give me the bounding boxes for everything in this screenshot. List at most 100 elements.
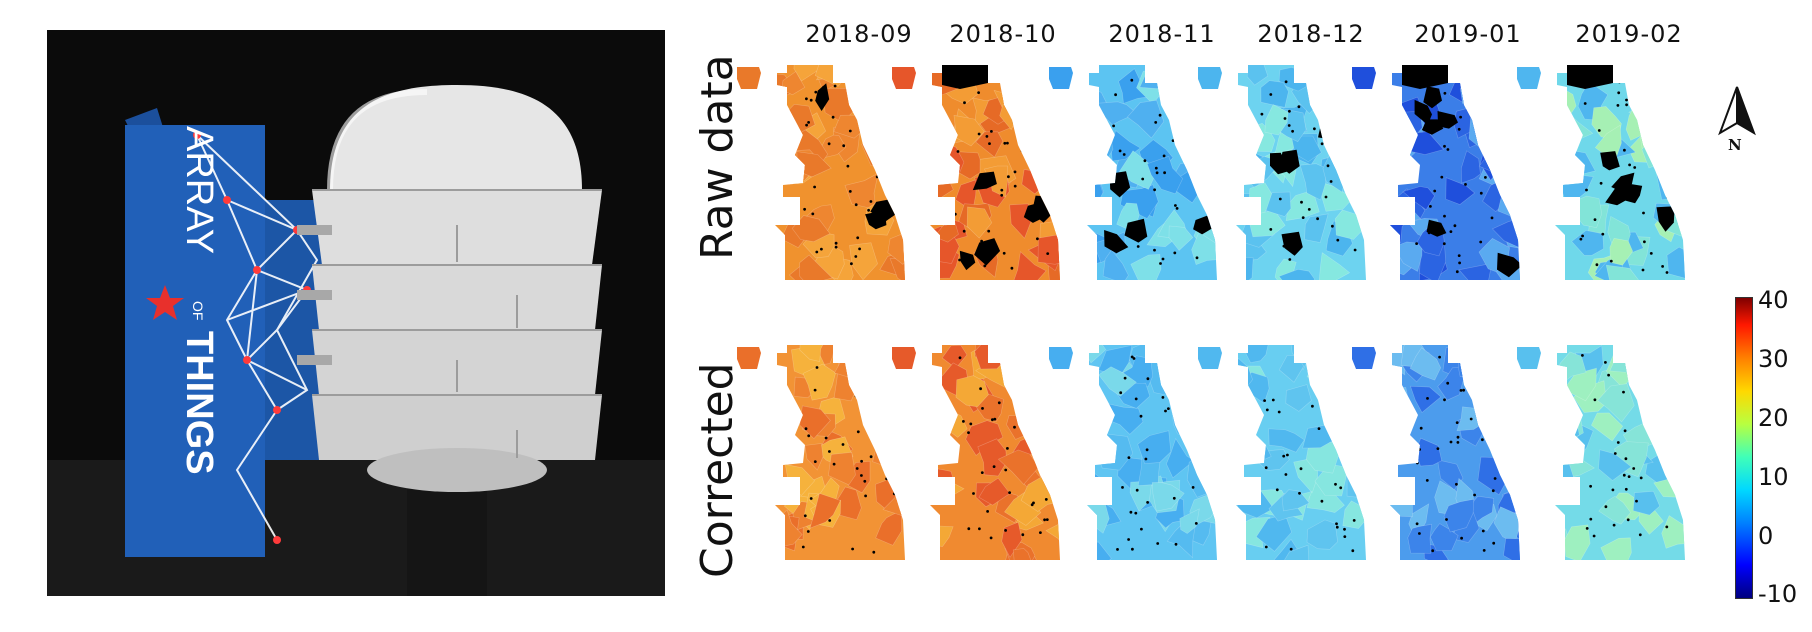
sensor-dot — [1119, 391, 1123, 395]
sensor-dot — [1009, 101, 1013, 104]
sensor-dot — [1415, 461, 1419, 465]
sensor-dot — [1490, 216, 1494, 220]
sensor-dot — [1324, 195, 1328, 199]
sensor-dot — [1303, 75, 1307, 79]
sensor-dot — [1455, 270, 1459, 274]
sensor-dot — [1661, 265, 1664, 268]
sensor-dot — [1415, 522, 1419, 526]
map-cell — [1304, 213, 1329, 243]
sensor-dot — [1597, 129, 1601, 132]
sensor-dot — [1284, 473, 1288, 476]
sensor-dot — [1462, 388, 1465, 392]
sensor-dot — [821, 86, 825, 90]
map-cell — [1306, 361, 1341, 390]
sensor-dot — [1036, 237, 1039, 241]
sensor-dot — [1656, 398, 1659, 401]
sensor-dot — [1022, 85, 1026, 89]
map-cell — [1012, 345, 1041, 367]
map-cell — [1390, 386, 1410, 418]
sensor-dot — [854, 203, 858, 207]
map-cell — [1260, 80, 1289, 108]
sensor-dot — [1154, 166, 1158, 170]
sensor-dot — [1164, 409, 1167, 413]
sensor-dot — [1473, 493, 1476, 497]
missing-data-cell — [1318, 120, 1345, 140]
missing-data-cell — [1270, 152, 1291, 175]
sensor-dot — [1011, 381, 1015, 384]
missing-data-cell — [972, 171, 997, 191]
sensor-dot — [1288, 258, 1292, 261]
sensor-dot — [1191, 486, 1195, 489]
map-cell — [871, 68, 896, 95]
map-cell — [1489, 416, 1519, 445]
sensor-dot — [1134, 511, 1138, 515]
sensor-dot — [824, 436, 828, 440]
map-cell — [978, 477, 1011, 506]
sensor-dot — [1021, 533, 1025, 537]
sensor-dot — [1030, 381, 1034, 385]
sensor-dot — [1186, 156, 1189, 159]
map-cell — [1666, 246, 1685, 280]
sensor-dot — [962, 229, 966, 233]
map-cell — [1460, 69, 1488, 105]
sensor-dot — [1032, 501, 1035, 505]
sensor-dot — [1283, 117, 1287, 120]
sensor-dot — [846, 164, 850, 168]
map-cell — [1264, 104, 1289, 136]
sensor-dot — [1604, 361, 1607, 364]
sensor-dot — [1633, 370, 1637, 373]
sensor-dot — [1635, 499, 1638, 503]
map-island-patch — [1049, 347, 1073, 369]
sensor-dot — [1132, 357, 1136, 360]
map-cell — [854, 345, 880, 359]
temperature-colorbar — [1735, 297, 1753, 599]
sensor-dot — [801, 545, 805, 549]
sensor-dot — [1282, 454, 1286, 458]
sensor-dot — [980, 471, 984, 474]
sensor-dot — [962, 420, 965, 423]
sensor-dot — [1459, 115, 1462, 119]
map-cell — [1236, 371, 1270, 404]
sensor-dot — [977, 132, 981, 136]
sensor-dot — [1469, 417, 1473, 421]
sensor-dot — [1585, 527, 1589, 530]
sensor-dot — [1665, 150, 1669, 154]
sensor-dot — [1496, 103, 1499, 107]
missing-data-cell — [1567, 65, 1613, 89]
missing-data-cell — [974, 238, 1001, 266]
map-cell — [1657, 114, 1680, 149]
map-cell — [888, 107, 905, 133]
sensor-dot — [1045, 518, 1049, 521]
sensor-dot — [1658, 379, 1662, 383]
map-cell — [1200, 390, 1217, 424]
sensor-dot — [1612, 523, 1616, 527]
missing-data-cell — [1426, 219, 1447, 237]
map-island-patch — [737, 67, 761, 89]
sensor-dot — [875, 175, 879, 179]
sensor-dot — [815, 250, 819, 254]
map-island-patch — [1198, 347, 1222, 369]
map-cell — [953, 115, 985, 147]
sensor-dot — [1289, 547, 1293, 551]
sensor-dot — [1343, 535, 1347, 538]
sensor-dot — [978, 527, 981, 531]
map-cell — [1290, 135, 1322, 163]
sensor-dot — [892, 492, 896, 496]
map-cell — [977, 438, 1007, 477]
map-cell — [1429, 523, 1459, 552]
map-cell — [1102, 249, 1129, 280]
sensor-dot — [1502, 112, 1506, 115]
sensor-dot — [1418, 532, 1421, 535]
sensor-dot — [979, 387, 982, 391]
map-cell — [1348, 411, 1366, 446]
map-cell — [1410, 385, 1442, 413]
sensor-dot — [1043, 518, 1046, 522]
map-cell — [1503, 538, 1520, 560]
map-cell — [1342, 155, 1366, 186]
sensor-dot — [885, 477, 888, 481]
map-cell — [1174, 113, 1204, 143]
sensor-dot — [1442, 242, 1446, 246]
sensor-dot — [1458, 261, 1461, 265]
sensor-dot — [1482, 549, 1486, 552]
sensor-dot — [1286, 453, 1289, 457]
